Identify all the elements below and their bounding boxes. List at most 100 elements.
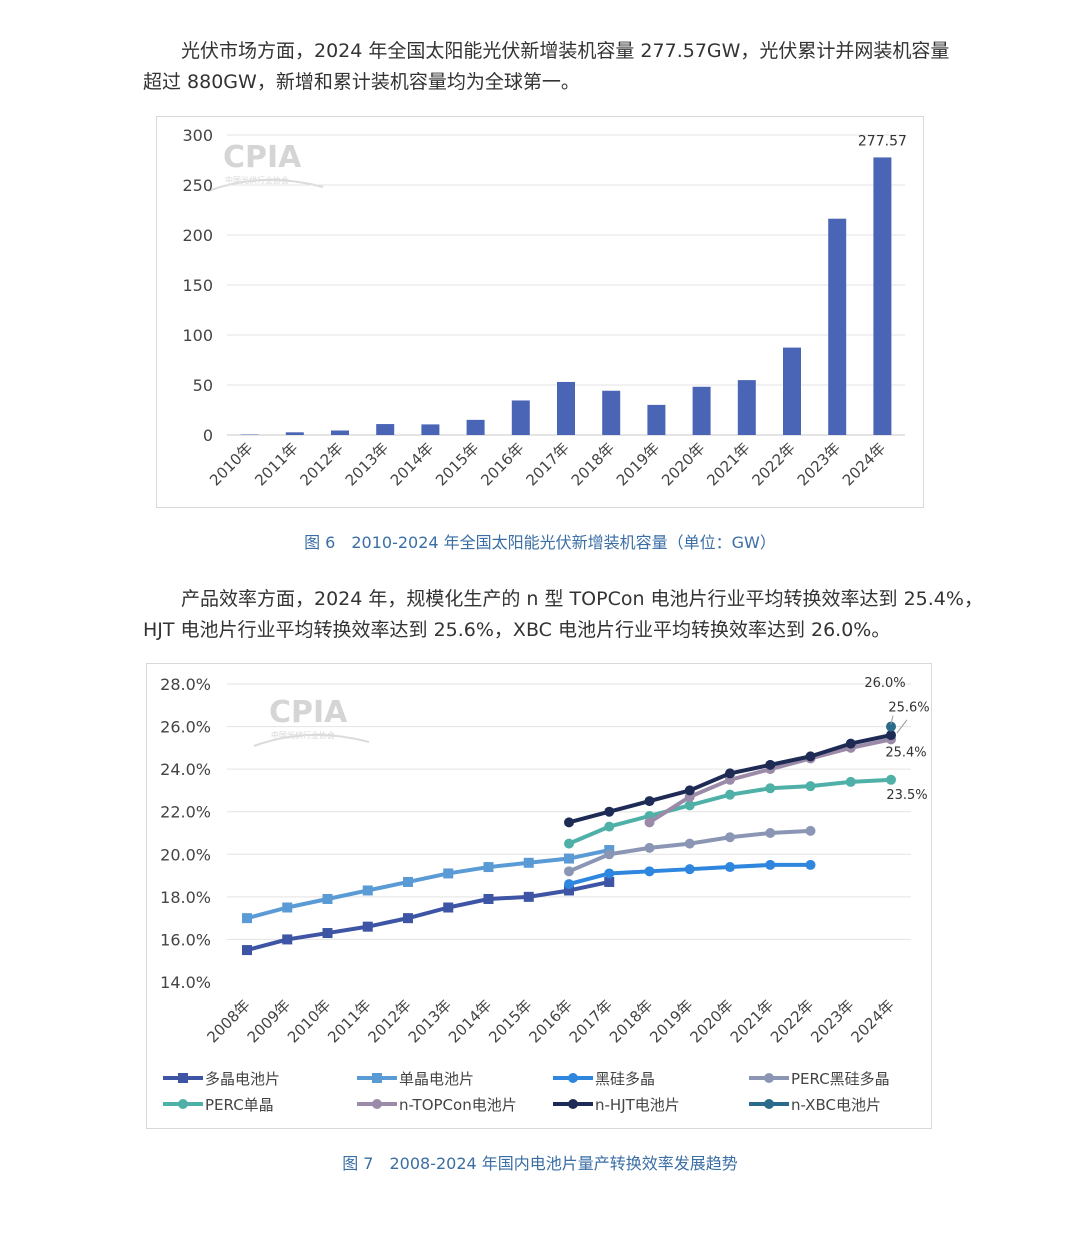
x-tick-label: 2024年	[847, 996, 897, 1046]
data-point	[483, 893, 494, 904]
legend-label: n-HJT电池片	[595, 1096, 680, 1114]
legend-swatch-marker	[178, 1099, 188, 1109]
data-point	[845, 776, 856, 787]
data-point	[564, 866, 574, 877]
bar	[331, 430, 349, 435]
x-tick-label: 2019年	[613, 439, 663, 489]
x-tick-label: 2017年	[522, 439, 572, 489]
legend-label: PERC黑硅多晶	[791, 1070, 890, 1088]
data-label: 277.57	[858, 133, 907, 149]
legend-label: 单晶电池片	[399, 1070, 474, 1088]
data-label: 23.5%	[886, 788, 927, 803]
data-point	[725, 768, 735, 779]
data-point	[684, 864, 695, 875]
y-tick-label: 300	[182, 126, 213, 145]
legend-swatch-marker	[178, 1073, 188, 1083]
x-tick-label: 2012年	[296, 439, 346, 489]
bar	[783, 347, 801, 435]
data-point	[483, 862, 494, 873]
x-tick-label: 2020年	[686, 996, 736, 1046]
legend-swatch-marker	[568, 1073, 578, 1083]
x-tick-label: 2015年	[432, 439, 482, 489]
bar	[285, 432, 304, 435]
x-tick-label: 2013年	[342, 439, 392, 489]
y-tick-label: 16.0%	[160, 930, 211, 949]
bar	[602, 390, 621, 435]
legend-swatch-marker	[372, 1099, 382, 1109]
bar	[647, 404, 666, 435]
bar	[692, 386, 711, 435]
bar	[421, 424, 440, 435]
data-point	[684, 800, 695, 811]
data-label: 26.0%	[864, 676, 905, 691]
data-point	[564, 838, 574, 849]
data-point	[604, 806, 615, 817]
bar	[240, 434, 259, 435]
bar	[828, 218, 847, 435]
x-tick-label: 2016年	[477, 439, 527, 489]
data-point	[604, 868, 615, 879]
legend-label: n-TOPCon电池片	[399, 1096, 517, 1114]
figure7-caption: 图 7 2008-2024 年国内电池片量产转换效率发展趋势	[342, 1154, 738, 1173]
legend-label: 多晶电池片	[205, 1070, 280, 1088]
y-tick-label: 50	[193, 376, 213, 395]
y-tick-label: 18.0%	[160, 888, 211, 907]
series-line	[246, 848, 610, 921]
x-tick-label: 2012年	[364, 996, 414, 1046]
data-point	[564, 853, 574, 864]
data-point	[242, 913, 252, 924]
x-tick-label: 2016年	[525, 996, 575, 1046]
bar	[557, 381, 575, 435]
data-point	[805, 781, 816, 792]
x-tick-label: 2021年	[727, 996, 777, 1046]
bar	[873, 157, 892, 435]
data-point	[805, 751, 816, 762]
figure7-chart-frame: CPIA 中国光伏行业协会 14.0% 16.0% 18.0% 20.0% 22.0% 24.…	[146, 663, 932, 1129]
y-tick-label: 20.0%	[160, 845, 211, 864]
legend-swatch-marker	[372, 1073, 382, 1083]
figure6-chart-frame: CPIA 中国光伏行业协会 0 50 100 150 200 250 300 2010年 2011年…	[156, 116, 924, 508]
figure6-caption: 图 6 2010-2024 年全国太阳能光伏新增装机容量（单位：GW）	[304, 533, 776, 552]
x-tick-label: 2011年	[324, 996, 374, 1046]
y-tick-label: 26.0%	[160, 718, 211, 737]
series-line	[246, 880, 610, 953]
data-point	[564, 879, 574, 890]
x-tick-label: 2010年	[206, 439, 256, 489]
label-leader-line	[890, 715, 894, 725]
data-point	[805, 859, 816, 870]
y-tick-label: 22.0%	[160, 803, 211, 822]
data-point	[684, 838, 695, 849]
data-point	[644, 817, 655, 828]
data-point	[403, 913, 413, 924]
legend-swatch-marker	[568, 1099, 578, 1109]
data-point	[644, 842, 655, 853]
data-point	[362, 885, 373, 896]
data-point	[604, 876, 615, 887]
data-label: 25.6%	[888, 701, 929, 716]
data-point	[725, 832, 735, 843]
label-leader-line	[896, 719, 908, 734]
x-tick-label: 2023年	[807, 996, 857, 1046]
watermark-text: CPIA	[223, 140, 302, 175]
data-point	[765, 828, 776, 838]
data-point	[725, 862, 735, 873]
x-tick-label: 2010年	[284, 996, 334, 1046]
legend-label: 黑硅多晶	[595, 1070, 655, 1088]
x-tick-label: 2011年	[251, 439, 301, 489]
paragraph-pv-market: 光伏市场方面，2024 年全国太阳能光伏新增装机容量 277.57GW，光伏累计…	[143, 36, 949, 98]
paragraph-line: 产品效率方面，2024 年，规模化生产的 n 型 TOPCon 电池片行业平均转…	[181, 588, 983, 610]
data-point	[644, 866, 655, 877]
data-label: 25.4%	[885, 745, 926, 760]
data-point	[523, 891, 534, 902]
legend-swatch-marker	[764, 1099, 774, 1109]
legend-label: n-XBC电池片	[791, 1096, 881, 1114]
data-point	[725, 789, 735, 800]
y-tick-label: 28.0%	[160, 675, 211, 694]
x-tick-label: 2014年	[445, 996, 495, 1046]
data-point	[362, 921, 373, 932]
x-tick-label: 2018年	[568, 439, 618, 489]
x-tick-label: 2015年	[485, 996, 535, 1046]
